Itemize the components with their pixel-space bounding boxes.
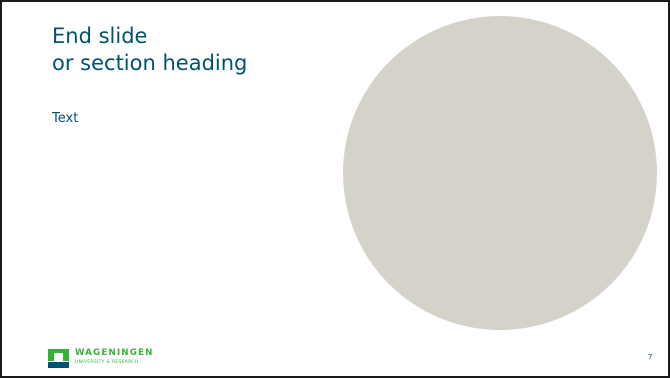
heading-line-2: or section heading bbox=[52, 51, 248, 75]
decorative-circle bbox=[343, 16, 657, 330]
logo-name: WAGENINGEN bbox=[75, 348, 154, 358]
body-text: Text bbox=[52, 111, 79, 126]
slide-heading: End slide or section heading bbox=[52, 23, 247, 77]
heading-line-1: End slide bbox=[52, 24, 148, 48]
logo-subtitle: UNIVERSITY & RESEARCH bbox=[75, 360, 139, 365]
page-number: 7 bbox=[648, 353, 653, 361]
logo-mark-icon bbox=[48, 349, 69, 368]
wageningen-logo: WAGENINGEN UNIVERSITY & RESEARCH bbox=[48, 347, 198, 369]
